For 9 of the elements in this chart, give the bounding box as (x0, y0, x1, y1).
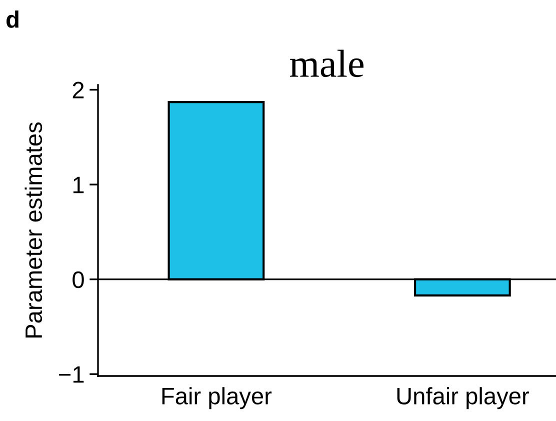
x-tick-label: Unfair player (397, 387, 529, 410)
text: d (6, 10, 18, 28)
y-tick-label: 0 (72, 271, 84, 288)
y-tick-label: −1 (59, 366, 84, 383)
y-tick-label: 2 (72, 82, 84, 98)
y-axis-title: Parameter estimates (24, 122, 42, 338)
x-tick-label: Fair player (162, 387, 272, 410)
chart-title: male (290, 50, 364, 78)
y-tick-label: 1 (73, 176, 84, 194)
